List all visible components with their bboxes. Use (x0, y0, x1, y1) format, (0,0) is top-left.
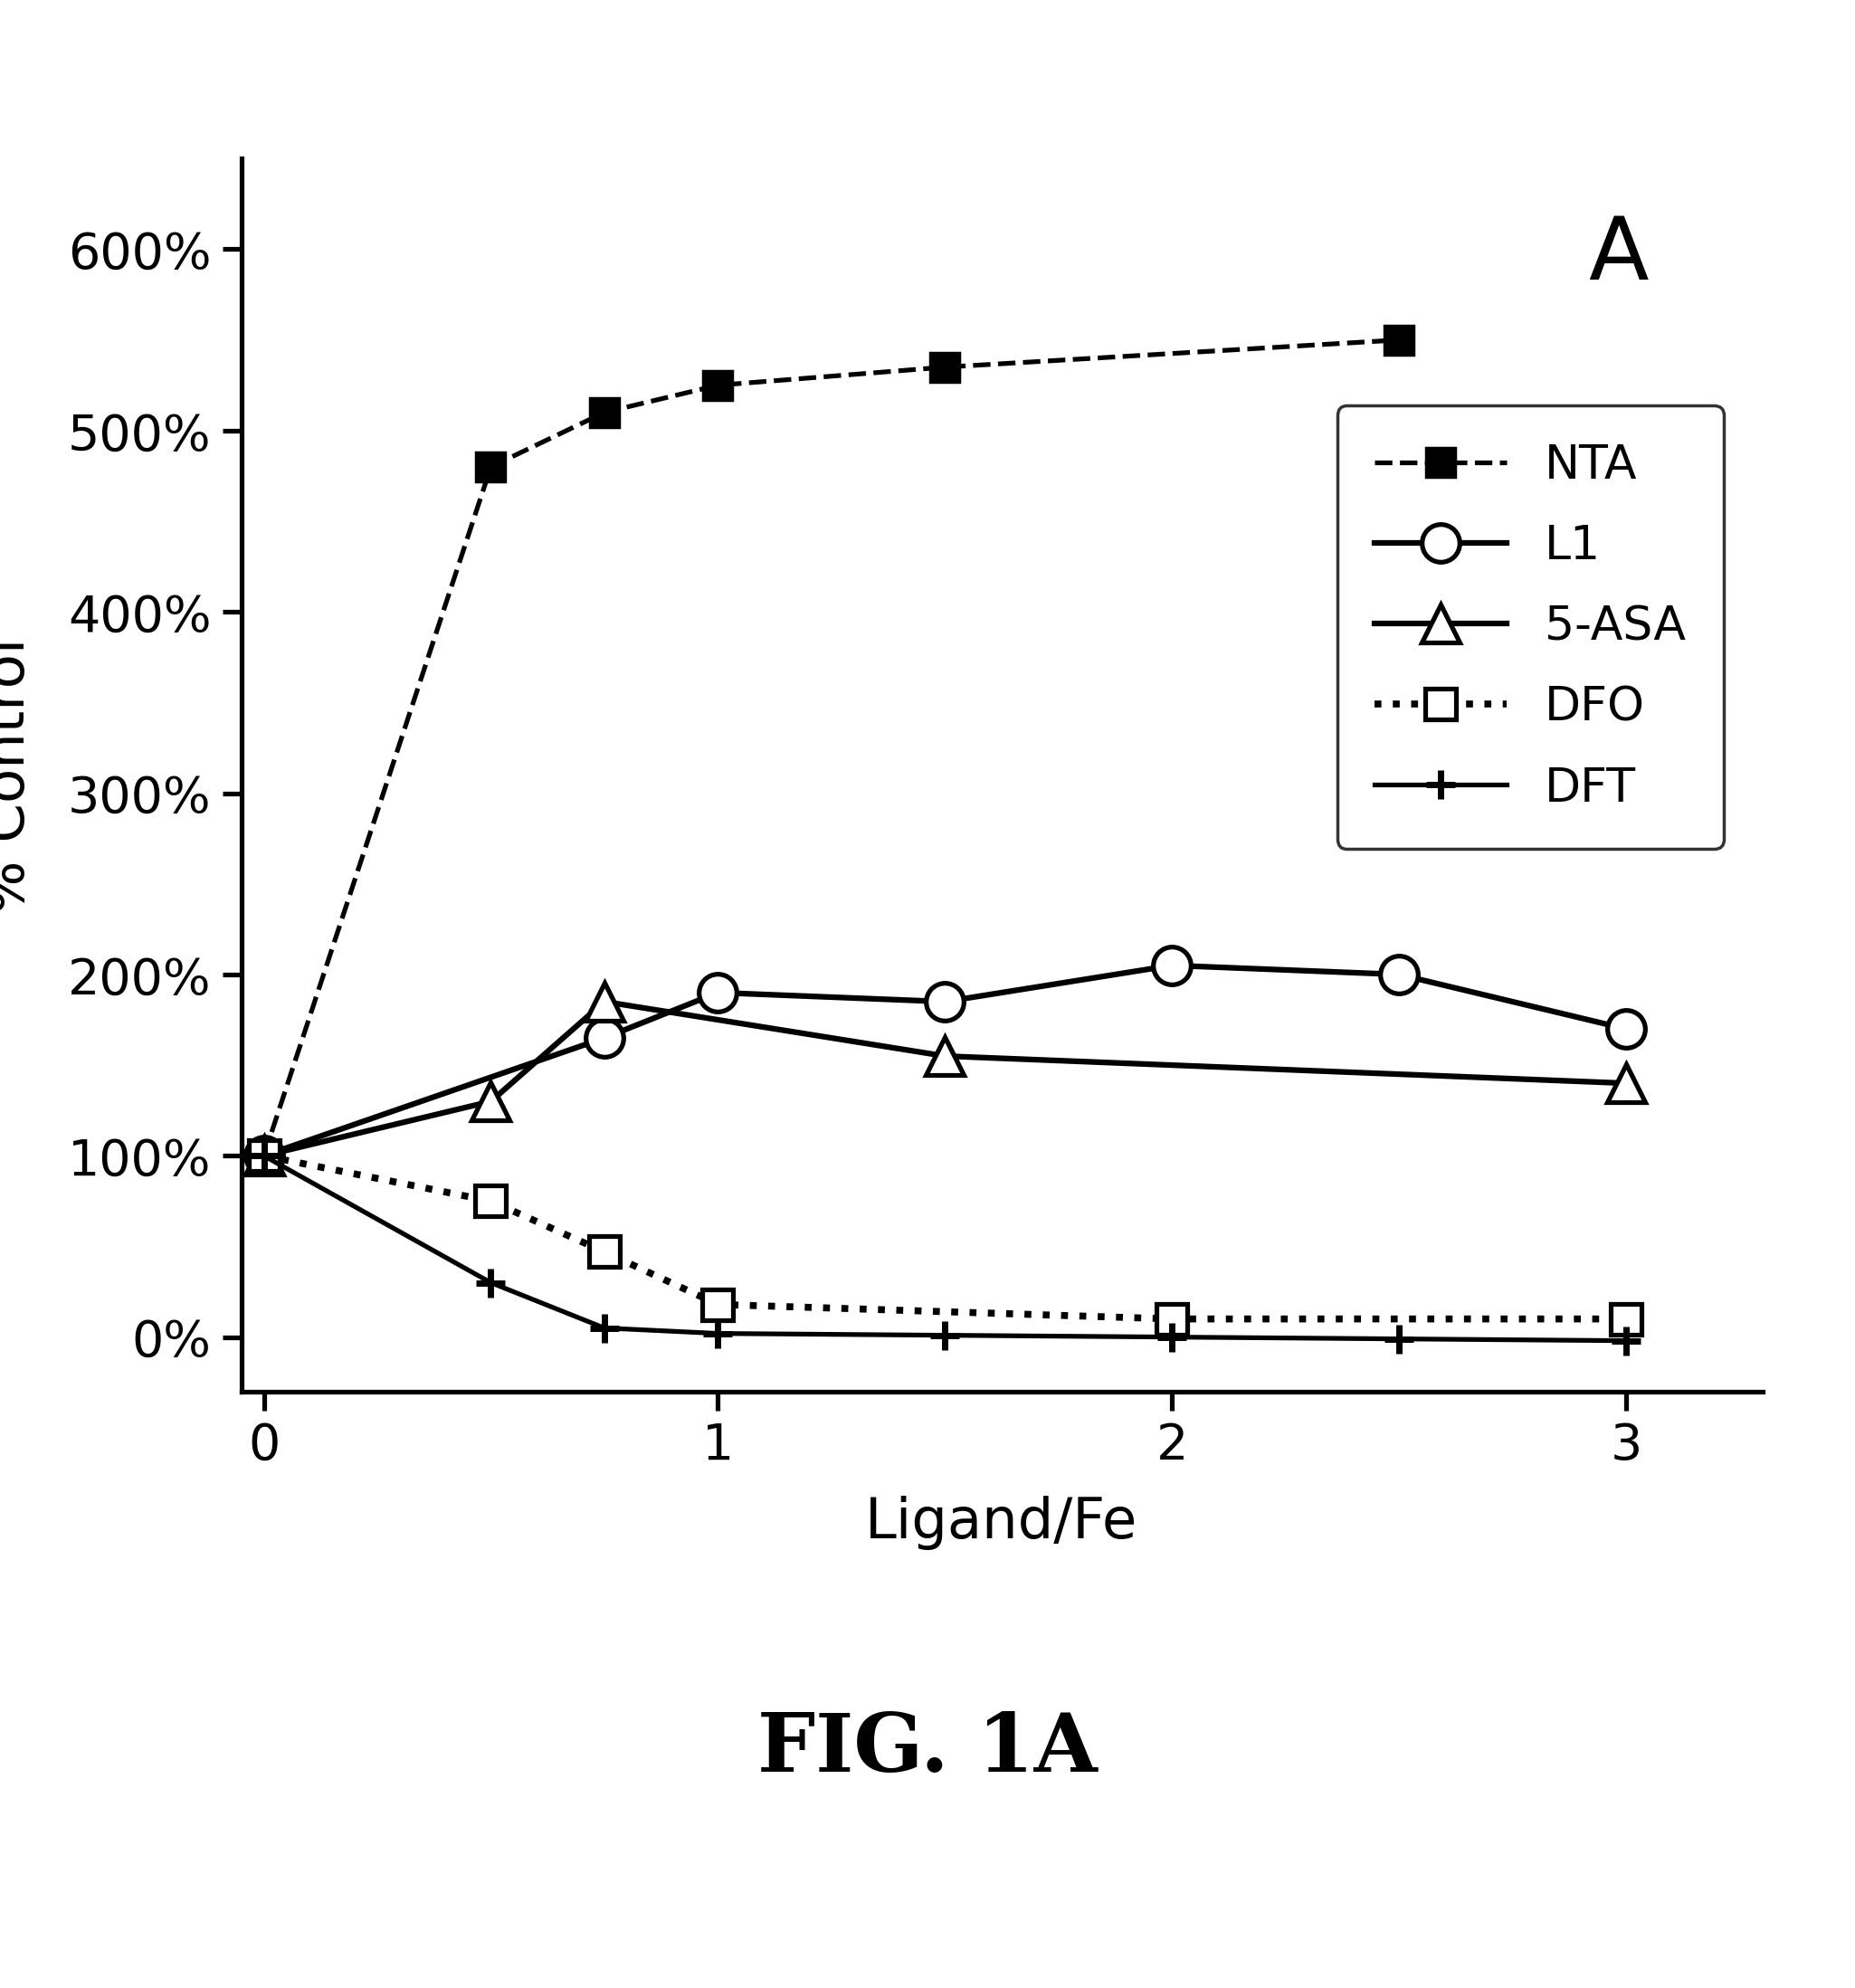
NTA (1388, 328, 1410, 352)
L1 (1616, 1018, 1638, 1042)
DFT (707, 1322, 729, 1346)
Line: DFT: DFT (250, 1141, 1640, 1356)
NTA (480, 455, 503, 479)
Legend: NTA, L1, 5-ASA, DFO, DFT: NTA, L1, 5-ASA, DFO, DFT (1337, 406, 1723, 849)
DFT (1388, 1328, 1410, 1352)
5-ASA (252, 1143, 275, 1167)
DFO (594, 1241, 616, 1264)
DFT (1616, 1328, 1638, 1352)
DFO (707, 1292, 729, 1316)
NTA (252, 1143, 275, 1167)
5-ASA (480, 1089, 503, 1113)
Y-axis label: % Control: % Control (0, 638, 37, 912)
Text: FIG. 1A: FIG. 1A (757, 1710, 1098, 1789)
DFT (594, 1316, 616, 1340)
Line: 5-ASA: 5-ASA (245, 982, 1645, 1175)
NTA (933, 356, 955, 380)
DFT (252, 1143, 275, 1167)
DFT (480, 1270, 503, 1294)
DFO (1161, 1308, 1183, 1332)
5-ASA (594, 990, 616, 1014)
Line: DFO: DFO (249, 1141, 1642, 1334)
DFT (1161, 1326, 1183, 1350)
L1 (594, 1026, 616, 1050)
X-axis label: Ligand/Fe: Ligand/Fe (864, 1495, 1139, 1551)
NTA (594, 402, 616, 425)
DFO (1616, 1308, 1638, 1332)
NTA (707, 374, 729, 398)
L1 (1388, 962, 1410, 986)
Line: L1: L1 (245, 946, 1645, 1175)
L1 (707, 980, 729, 1004)
L1 (1161, 954, 1183, 978)
L1 (252, 1143, 275, 1167)
5-ASA (1616, 1072, 1638, 1095)
Line: NTA: NTA (250, 326, 1414, 1171)
5-ASA (933, 1044, 955, 1068)
L1 (933, 990, 955, 1014)
DFO (252, 1143, 275, 1167)
DFO (480, 1189, 503, 1213)
DFT (933, 1324, 955, 1348)
Text: A: A (1588, 213, 1649, 298)
